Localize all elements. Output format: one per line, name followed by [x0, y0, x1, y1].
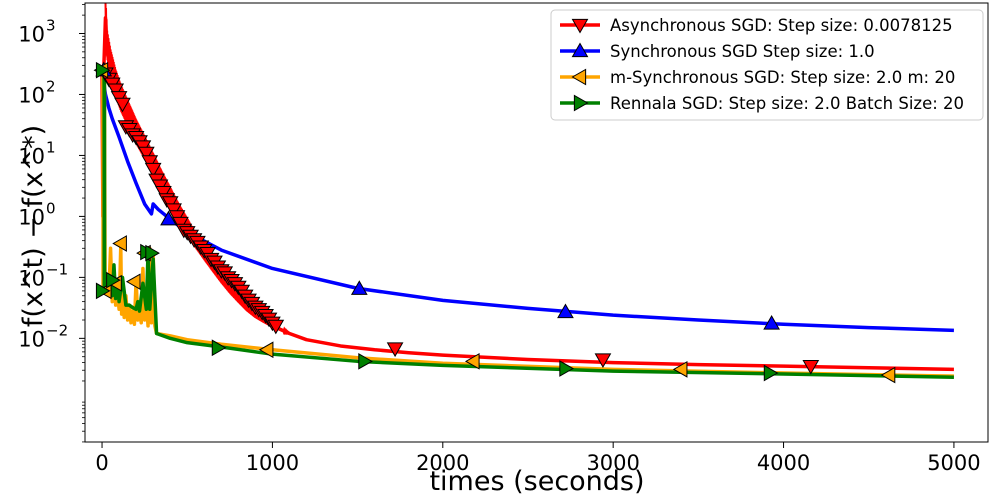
series-3-marker: [464, 352, 480, 370]
series-4-marker: [95, 282, 111, 300]
series-1-marker: [594, 353, 612, 368]
x-tick-label: 1000: [246, 451, 299, 475]
legend-marker: [573, 94, 589, 112]
series-1-marker: [144, 162, 162, 178]
y-axis-label: f(x^t) − f(x^*): [18, 125, 49, 327]
y-tick-label: 10: [18, 327, 45, 351]
series-3-marker: [258, 341, 274, 359]
legend-item-3: m-Synchronous SGD: Step size: 2.0 m: 20: [560, 68, 955, 87]
series-2-marker: [557, 303, 574, 319]
y-tick-exponent: 0: [46, 199, 56, 217]
series-1-marker: [802, 360, 820, 375]
plot-area: [93, 3, 954, 384]
legend-item-4: Rennala SGD: Step size: 2.0 Batch Size: …: [560, 94, 964, 113]
series-4-marker: [106, 271, 121, 289]
y-tick-label: 10: [18, 83, 45, 107]
series-4-marker: [559, 360, 574, 377]
series-1-marker: [155, 186, 172, 201]
series-1-marker: [137, 146, 155, 162]
legend-box: [550, 9, 984, 121]
series-1-marker: [107, 83, 125, 99]
series-3-marker: [125, 273, 141, 291]
series-3-line: [101, 68, 954, 378]
y-tick-label: 10: [18, 144, 45, 168]
series-4-markers: [95, 61, 779, 382]
series-2-marker: [763, 315, 780, 330]
legend-marker: [571, 18, 589, 34]
y-tick-exponent: 3: [46, 16, 56, 34]
series-1-marker: [141, 155, 159, 170]
series-3-marker: [880, 366, 896, 384]
y-tick-exponent: −2: [46, 321, 68, 339]
legend-label: Asynchronous SGD: Step size: 0.0078125: [610, 16, 953, 35]
series-1-marker: [267, 319, 285, 335]
series-4-marker: [145, 244, 160, 262]
series-3: [101, 68, 954, 378]
legend-item-1: Asynchronous SGD: Step size: 0.0078125: [560, 16, 953, 35]
y-tick-label: 10: [18, 22, 45, 46]
x-axis-label: times (seconds): [429, 466, 644, 497]
legend-marker: [571, 42, 589, 58]
series-2-marker: [160, 210, 177, 226]
legend: Asynchronous SGD: Step size: 0.0078125 Sy…: [550, 9, 984, 121]
y-tick-label: 10: [18, 266, 45, 290]
y-tick-exponent: 2: [46, 77, 56, 95]
series-4-marker: [763, 364, 779, 382]
x-tick-label: 0: [95, 451, 108, 475]
series-1-marker: [161, 196, 179, 211]
x-tick-label: 5000: [927, 451, 980, 475]
series-3-marker: [112, 235, 127, 252]
series-4-marker: [358, 352, 373, 370]
series-2-marker: [350, 280, 368, 295]
series-4-marker: [95, 61, 111, 79]
legend-label: Synchronous SGD Step size: 1.0: [610, 42, 875, 61]
series-1-marker: [114, 97, 131, 113]
series-1-marker: [386, 342, 404, 358]
legend-label: Rennala SGD: Step size: 2.0 Batch Size: …: [610, 94, 964, 113]
series-4-marker: [211, 339, 227, 357]
y-tick-exponent: 1: [46, 138, 56, 156]
x-tick-label: 3000: [586, 451, 639, 475]
legend-marker: [571, 68, 587, 86]
series-3-marker: [672, 360, 688, 378]
y-tick-label: 10: [18, 205, 45, 229]
legend-item-2: Synchronous SGD Step size: 1.0: [560, 42, 875, 61]
y-tick-exponent: −1: [46, 260, 68, 278]
x-tick-label: 2000: [416, 451, 469, 475]
x-tick-label: 4000: [757, 451, 810, 475]
legend-label: m-Synchronous SGD: Step size: 2.0 m: 20: [610, 68, 955, 87]
